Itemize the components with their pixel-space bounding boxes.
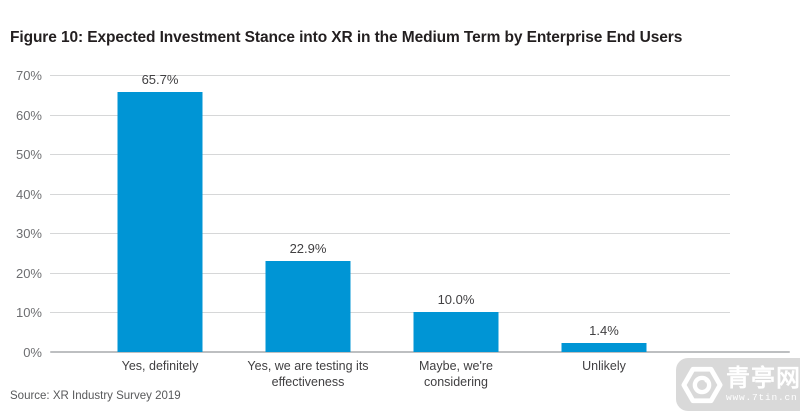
watermark-site-name: 青亭网 (726, 365, 800, 392)
y-tick-label: 20% (15, 265, 42, 281)
bar-value-label: 65.7% (141, 72, 179, 88)
gridline (50, 114, 730, 116)
plot-area: 70% 60% 50% 40% 30% 20% 10% 0% 65.7% 22.9% 10.0% 1… (16, 68, 790, 360)
y-tick-label: 40% (15, 186, 42, 202)
y-tick-label: 60% (15, 107, 42, 123)
x-category-label: Yes, definitely (121, 359, 199, 373)
gridline (50, 312, 730, 314)
x-category-label: Yes, we are testing its effectiveness (247, 359, 369, 389)
x-axis-line (50, 351, 790, 353)
bar (561, 343, 647, 352)
x-category-label: Maybe, we're considering (419, 359, 493, 389)
bar-band: 10.0% (382, 75, 530, 352)
bar-band: 1.4% (530, 75, 678, 352)
bar (117, 92, 203, 352)
y-tick-label: 50% (15, 147, 42, 163)
y-tick-label: 0% (23, 345, 42, 360)
figure-title: Figure 10: Expected Investment Stance in… (10, 29, 683, 46)
bar-band: 65.7% (86, 72, 234, 352)
gridline (50, 272, 730, 274)
watermark: 青亭网 www.7tin.cn (676, 358, 800, 411)
x-axis-labels: Yes, definitely Yes, we are testing its e… (86, 358, 678, 390)
hexagon-lens-icon (681, 366, 723, 403)
bar (413, 312, 499, 352)
x-category-label: Unlikely (582, 359, 626, 373)
bar-value-label: 1.4% (589, 323, 619, 338)
bar-band: 22.9% (234, 75, 382, 352)
gridline (50, 233, 730, 235)
gridline (50, 193, 730, 195)
y-tick-label: 10% (15, 305, 42, 321)
source-note: Source: XR Industry Survey 2019 (10, 390, 181, 402)
bar (265, 261, 351, 352)
watermark-site-url: www.7tin.cn (726, 392, 798, 403)
bar-value-label: 22.9% (289, 241, 327, 257)
gridline (50, 154, 730, 156)
y-tick-label: 30% (15, 226, 42, 242)
bar-value-label: 10.0% (437, 292, 475, 308)
bars-layer: 65.7% 22.9% 10.0% 1.4% (86, 72, 678, 352)
gridline (50, 75, 730, 76)
watermark-text-column: 青亭网 www.7tin.cn (726, 365, 800, 404)
y-tick-label: 70% (15, 68, 42, 83)
